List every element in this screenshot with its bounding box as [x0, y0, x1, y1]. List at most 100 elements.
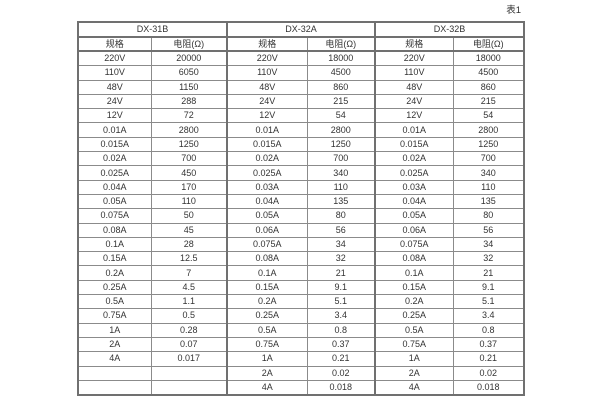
spec-cell: 0.01A [374, 122, 454, 138]
spec-cell: 1A [226, 351, 308, 367]
spec-cell [77, 365, 152, 381]
table-row: 2A 0.07 0.75A 0.37 0.75A 0.37 [77, 336, 525, 353]
spec-cell: 0.5A [77, 294, 152, 310]
table-row: 0.05A 110 0.04A 135 0.04A 135 [77, 193, 525, 210]
resistance-cell: 110 [150, 193, 229, 210]
spec-cell: 0.04A [374, 193, 454, 210]
resistance-cell: 1250 [306, 136, 377, 153]
spec-cell: 0.02A [226, 151, 308, 167]
resistance-cell [150, 365, 229, 381]
spec-cell: 48V [226, 79, 308, 95]
resistance-cell: 0.5 [150, 308, 229, 324]
table-row: 0.08A 45 0.06A 56 0.06A 56 [77, 222, 525, 238]
resistance-column-header: 电阻(Ω) [150, 36, 229, 52]
resistance-cell: 4500 [452, 65, 525, 81]
resistance-cell: 21 [452, 265, 525, 281]
resistance-cell: 450 [150, 165, 229, 181]
spec-cell: 0.025A [374, 165, 454, 181]
resistance-cell: 4.5 [150, 279, 229, 296]
table-row: 0.025A 450 0.025A 340 0.025A 340 [77, 165, 525, 181]
spec-cell: 0.03A [226, 179, 308, 195]
resistance-cell: 0.02 [452, 365, 525, 381]
resistance-cell: 34 [452, 236, 525, 253]
spec-cell: 1A [77, 322, 152, 338]
spec-cell: 0.05A [374, 208, 454, 224]
resistance-cell: 135 [306, 193, 377, 210]
resistance-cell: 50 [150, 208, 229, 224]
spec-cell: 0.025A [226, 165, 308, 181]
spec-cell: 24V [374, 93, 454, 110]
spec-cell [77, 379, 152, 396]
table-row: 12V 72 12V 54 12V 54 [77, 108, 525, 124]
spec-cell: 110V [374, 65, 454, 81]
spec-cell: 0.08A [77, 222, 152, 238]
spec-cell: 0.15A [77, 251, 152, 267]
spec-cell: 0.05A [226, 208, 308, 224]
table-row: 0.04A 170 0.03A 110 0.03A 110 [77, 179, 525, 195]
spec-cell: 0.2A [374, 294, 454, 310]
resistance-cell: 2800 [452, 122, 525, 138]
resistance-cell: 1.1 [150, 294, 229, 310]
spec-cell: 0.1A [226, 265, 308, 281]
resistance-cell: 3.4 [306, 308, 377, 324]
spec-cell: 0.015A [374, 136, 454, 153]
resistance-cell: 0.018 [452, 379, 525, 396]
resistance-table-container: DX-31B DX-32A DX-32B 规格 电阻(Ω) 规格 电阻(Ω) 规… [77, 21, 526, 397]
group-header-dx-32a: DX-32A [226, 21, 377, 38]
resistance-column-header: 电阻(Ω) [306, 36, 377, 52]
resistance-cell: 340 [306, 165, 377, 181]
group-header-row: DX-31B DX-32A DX-32B [77, 21, 525, 38]
spec-cell: 0.75A [226, 336, 308, 353]
table-row: 48V 1150 48V 860 48V 860 [77, 79, 525, 95]
spec-cell: 0.5A [226, 322, 308, 338]
resistance-column-header: 电阻(Ω) [452, 36, 525, 52]
resistance-cell: 2800 [306, 122, 377, 138]
table-row: 110V 6050 110V 4500 110V 4500 [77, 65, 525, 81]
spec-column-header: 规格 [77, 36, 152, 52]
resistance-cell: 72 [150, 108, 229, 124]
resistance-cell: 54 [306, 108, 377, 124]
resistance-cell: 18000 [452, 50, 525, 67]
spec-cell: 110V [226, 65, 308, 81]
resistance-cell: 700 [150, 151, 229, 167]
resistance-cell: 80 [452, 208, 525, 224]
spec-cell: 0.075A [226, 236, 308, 253]
group-header-dx-32b: DX-32B [374, 21, 525, 38]
table-row: 2A 0.02 2A 0.02 [77, 365, 525, 381]
resistance-cell: 5.1 [306, 294, 377, 310]
table-row: 0.25A 4.5 0.15A 9.1 0.15A 9.1 [77, 279, 525, 296]
resistance-cell: 34 [306, 236, 377, 253]
spec-cell: 0.08A [226, 251, 308, 267]
table-body: 220V 20000 220V 18000 220V 18000 110V 6050 110V 4… [77, 50, 525, 396]
table-row: 0.015A 1250 0.015A 1250 0.015A 1250 [77, 136, 525, 153]
column-header-row: 规格 电阻(Ω) 规格 电阻(Ω) 规格 电阻(Ω) [77, 36, 525, 52]
spec-cell: 0.25A [374, 308, 454, 324]
table-caption: 表1 [506, 5, 521, 16]
resistance-cell: 9.1 [306, 279, 377, 296]
spec-cell: 0.2A [226, 294, 308, 310]
resistance-cell: 54 [452, 108, 525, 124]
spec-cell: 0.75A [77, 308, 152, 324]
table-row: 0.5A 1.1 0.2A 5.1 0.2A 5.1 [77, 294, 525, 310]
resistance-cell: 215 [306, 93, 377, 110]
spec-cell: 0.01A [77, 122, 152, 138]
spec-cell: 12V [77, 108, 152, 124]
table-row: 0.075A 50 0.05A 80 0.05A 80 [77, 208, 525, 224]
spec-cell: 0.03A [374, 179, 454, 195]
resistance-cell: 860 [452, 79, 525, 95]
resistance-cell: 3.4 [452, 308, 525, 324]
resistance-cell: 56 [306, 222, 377, 238]
resistance-cell: 110 [452, 179, 525, 195]
spec-cell: 0.075A [374, 236, 454, 253]
resistance-cell: 45 [150, 222, 229, 238]
resistance-cell: 860 [306, 79, 377, 95]
table-row: 220V 20000 220V 18000 220V 18000 [77, 50, 525, 67]
spec-cell: 0.15A [374, 279, 454, 296]
spec-cell: 0.25A [77, 279, 152, 296]
table-row: 0.75A 0.5 0.25A 3.4 0.25A 3.4 [77, 308, 525, 324]
spec-cell: 12V [374, 108, 454, 124]
resistance-cell: 135 [452, 193, 525, 210]
spec-cell: 0.25A [226, 308, 308, 324]
resistance-cell: 6050 [150, 65, 229, 81]
spec-cell: 12V [226, 108, 308, 124]
